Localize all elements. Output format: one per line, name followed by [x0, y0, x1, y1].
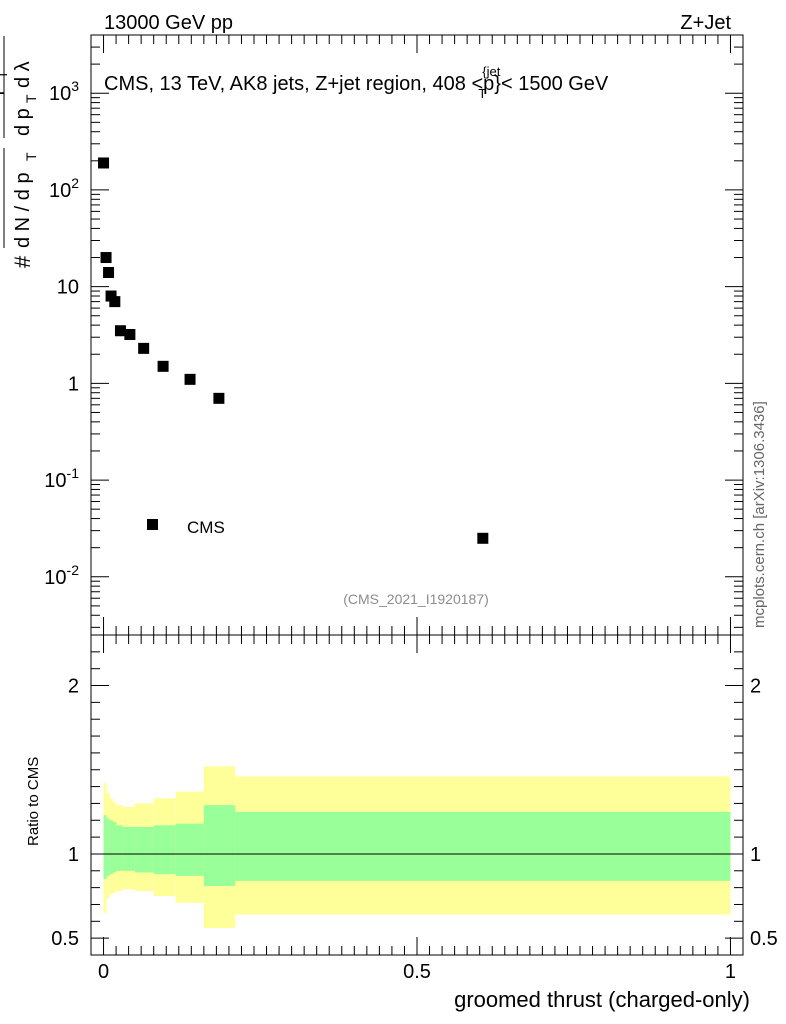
main-panel-frame — [90, 34, 744, 636]
svg-text:d λ: d λ — [12, 61, 34, 88]
data-point — [184, 373, 196, 385]
svg-text:T: T — [23, 152, 39, 161]
ratio-y-tick-label-right: 2 — [750, 676, 761, 698]
x-tick-label: 0 — [98, 961, 109, 983]
main-y-tick-label: 10 — [57, 277, 79, 299]
ratio-y-tick-label-left: 1 — [68, 844, 79, 866]
title-main: CMS, 13 TeV, AK8 jets, Z+jet region, 408… — [104, 73, 494, 95]
data-point — [114, 325, 126, 337]
header-left: 13000 GeV pp — [104, 12, 233, 34]
data-point — [213, 392, 225, 404]
legend-marker — [147, 519, 158, 530]
data-point — [109, 296, 121, 308]
ratio-y-tick-label-right: 1 — [750, 844, 761, 866]
side-credit: mcplots.cern.ch [arXiv:1306.3436] — [751, 401, 768, 628]
title-superscript: {jet — [482, 64, 500, 79]
svg-text:T: T — [23, 94, 39, 103]
data-point — [477, 532, 489, 544]
main-y-tick-label: 10-2 — [44, 562, 79, 589]
x-tick-label: 1 — [725, 961, 736, 983]
header-right: Z+Jet — [680, 12, 731, 34]
stat-band-bin — [153, 825, 176, 875]
main-y-tick-label: 1 — [68, 373, 79, 395]
svg-text:d p: d p — [12, 108, 34, 136]
data-point — [138, 342, 150, 354]
stat-band-bin — [235, 811, 731, 881]
svg-text:d: d — [0, 57, 5, 68]
svg-text:#: # — [10, 255, 35, 268]
main-title: CMS, 13 TeV, AK8 jets, Z+jet region, 408… — [104, 64, 609, 101]
ratio-y-axis-label: Ratio to CMS — [25, 757, 42, 846]
svg-text:1: 1 — [0, 199, 5, 210]
x-axis-label: groomed thrust (charged-only) — [454, 987, 750, 1012]
y-label-fraction: d N / d p — [12, 172, 34, 248]
stat-band-bin — [103, 815, 107, 880]
analysis-watermark: (CMS_2021_I1920187) — [343, 591, 489, 607]
stat-band-bin — [116, 825, 123, 871]
data-point — [124, 329, 136, 341]
stat-band-bin — [203, 805, 236, 886]
data-point — [100, 252, 112, 264]
data-markers — [98, 157, 489, 544]
svg-text:#: # — [0, 125, 5, 138]
stat-band-bin — [106, 818, 110, 876]
title-subscript: T — [478, 86, 486, 101]
data-point — [157, 360, 169, 372]
x-tick-labels: 0 0.5 1 — [98, 961, 736, 983]
svg-text:d p: d p — [0, 84, 5, 112]
main-y-tick-label: 10-1 — [44, 465, 79, 492]
main-y-tick-label: 103 — [49, 78, 79, 105]
data-point — [105, 290, 117, 302]
svg-text:T: T — [0, 70, 10, 79]
ratio-y-tick-label-left: 0.5 — [51, 928, 79, 950]
stat-band-bin — [134, 827, 154, 873]
main-y-tick-labels: 10-2 10-1 1 10 102 103 — [44, 78, 79, 589]
title-tail: }< 1500 GeV — [494, 73, 609, 95]
stat-band-bin — [122, 827, 135, 871]
data-point — [103, 267, 115, 279]
main-y-axis-label: # d N / d p T 1 d p T d λ # d p T d 2 N — [0, 35, 39, 268]
stat-band-bin — [109, 820, 113, 875]
stat-band-bin — [112, 821, 117, 873]
ratio-y-tick-label-right: 0.5 — [750, 928, 778, 950]
data-point — [98, 157, 110, 169]
legend-label: CMS — [187, 518, 225, 537]
main-y-tick-label: 102 — [49, 175, 79, 202]
x-tick-label: 0.5 — [403, 961, 431, 983]
axis-ticks — [91, 34, 743, 956]
ratio-y-tick-label-left: 2 — [68, 676, 79, 698]
ratio-bands — [103, 766, 731, 929]
svg-text:N: N — [0, 35, 5, 49]
stat-band-bin — [175, 823, 204, 876]
ratio-y-tick-labels: 0.5 0.5 1 1 2 2 — [51, 676, 778, 951]
